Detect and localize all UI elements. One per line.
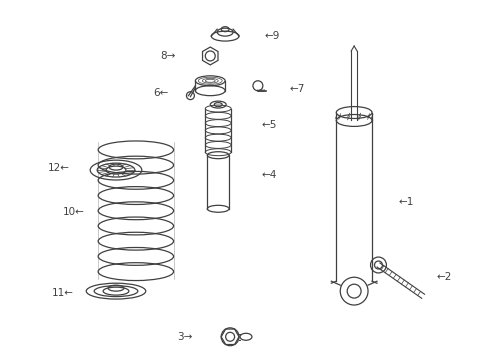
Text: ←9: ←9 (264, 31, 280, 41)
Text: 10←: 10← (62, 207, 84, 217)
Text: ←1: ←1 (398, 197, 413, 207)
Text: 12←: 12← (47, 163, 69, 173)
Text: 6←: 6← (153, 88, 168, 98)
Text: 11←: 11← (51, 288, 73, 298)
Text: ←4: ←4 (262, 170, 277, 180)
Text: ←5: ←5 (262, 121, 277, 130)
Text: 8→: 8→ (160, 51, 175, 61)
Text: ←7: ←7 (289, 84, 305, 94)
Text: ←2: ←2 (436, 272, 451, 282)
Text: 3→: 3→ (177, 332, 192, 342)
